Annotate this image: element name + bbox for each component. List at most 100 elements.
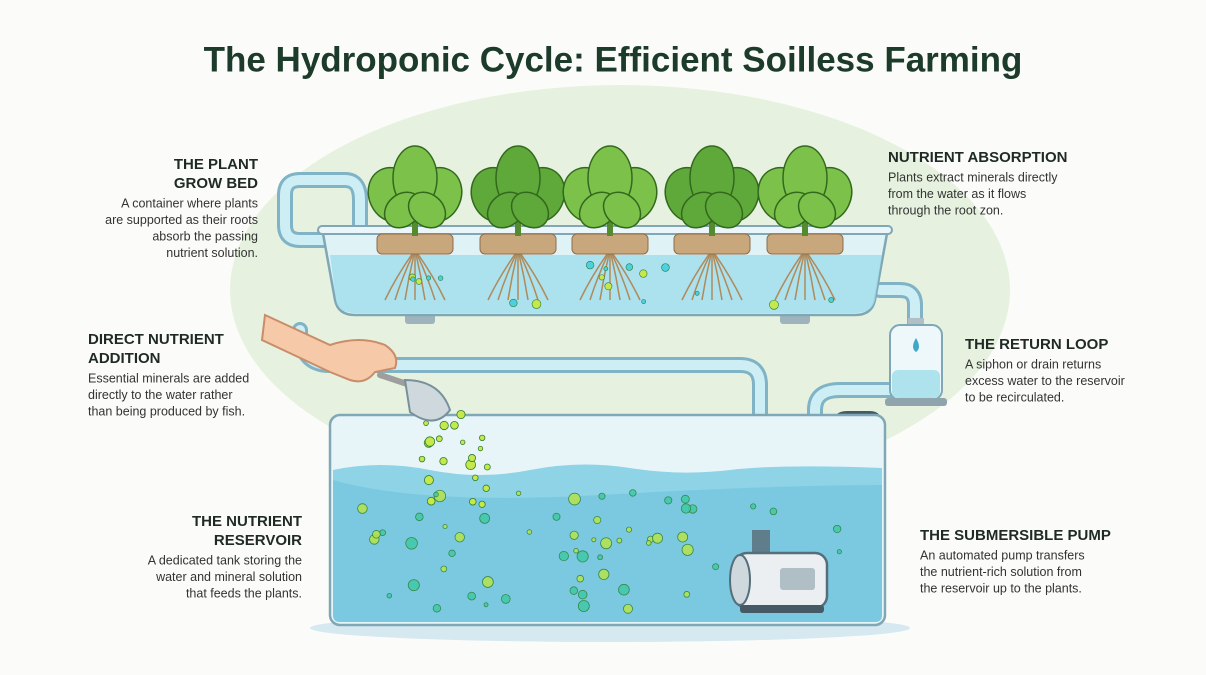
particle [406,537,418,549]
particle [684,591,690,597]
falling-particle [483,485,489,491]
section-body: Essential minerals are added [88,371,249,385]
section-body: nutrient solution. [166,246,258,260]
pot [674,234,750,254]
section-heading: THE SUBMERSIBLE PUMP [920,527,1111,544]
bed-particle [605,283,612,290]
bed-particle [769,300,778,309]
bed-particle [829,297,834,302]
falling-particle [440,458,447,465]
bed-particle [416,279,422,285]
particle [441,566,447,572]
section-body: absorb the passing [152,229,258,243]
bed-particle [599,275,604,280]
particle [501,595,510,604]
particle [559,551,568,560]
section-body: the nutrient-rich solution from [920,565,1082,579]
particle [577,551,588,562]
section-body: A container where plants [121,196,258,210]
section-heading: RESERVOIR [214,532,302,549]
particle [480,513,490,523]
falling-particle [469,498,476,505]
section-heading: THE RETURN LOOP [965,336,1108,353]
particle [619,584,630,595]
section-body: the reservoir up to the plants. [920,581,1082,595]
particle [443,524,447,528]
particle [569,493,581,505]
particle [599,493,605,499]
particle [570,531,578,539]
particle [380,530,386,536]
particle [630,490,637,497]
particle [833,525,841,533]
pot [767,234,843,254]
bed-particle [642,299,646,303]
particle [468,592,476,600]
bed-particle [586,261,594,269]
section-body: to be recirculated. [965,390,1064,404]
section-heading: GROW BED [174,175,258,192]
particle [578,590,587,599]
particle [553,513,560,520]
bed-particle [604,267,608,271]
bed-particle [626,264,633,271]
falling-particle [478,446,483,451]
particle [449,550,456,557]
particle [592,538,596,542]
section-body: that feeds the plants. [186,586,302,600]
section-body: from the water as it flows [888,187,1026,201]
particle [681,495,689,503]
section-body: water and mineral solution [155,570,302,584]
falling-particle [424,476,433,485]
title: The Hydroponic Cycle: Efficient Soilless… [204,40,1023,79]
particle [601,538,612,549]
falling-particle [479,501,485,507]
particle [599,569,609,579]
particle [482,577,493,588]
particle [837,550,841,554]
particle [770,508,777,515]
bed-particle [510,299,518,307]
section-body: excess water to the reservoir [965,374,1125,388]
particle [408,580,419,591]
particle [617,538,622,543]
particle [416,513,424,521]
return-bottle [885,318,947,406]
particle [434,492,439,497]
section-heading: ADDITION [88,350,161,367]
falling-particle [457,410,465,418]
section-body: than being produced by fish. [88,404,245,418]
bed-particle [662,264,670,272]
falling-particle [479,435,484,440]
bed-particle [438,276,443,281]
falling-particle [468,454,475,461]
section-body: Plants extract minerals directly [888,170,1058,184]
pot [377,234,453,254]
particle [578,601,589,612]
falling-particle [451,421,459,429]
section-body: A dedicated tank storing the [148,553,302,567]
section-heading: DIRECT NUTRIENT [88,331,224,348]
particle [623,604,632,613]
section-heading: THE PLANT [174,156,258,173]
particle [570,587,578,595]
page: The Hydroponic Cycle: Efficient Soilless… [0,0,1206,675]
falling-particle [484,464,490,470]
diagram: The Hydroponic Cycle: Efficient Soilless… [0,0,1206,675]
particle [455,532,464,541]
pot [480,234,556,254]
bed-particle [532,300,541,309]
particle [594,516,601,523]
falling-particle [460,440,465,445]
particle [681,504,690,513]
pot [572,234,648,254]
bed-particle [426,276,430,280]
section-body: An automated pump transfers [920,548,1085,562]
particle [577,575,584,582]
section-body: are supported as their roots [105,213,258,227]
particle [516,491,520,495]
bed-particle [695,291,699,295]
particle [598,555,603,560]
falling-particle [419,456,425,462]
bed-particle [411,277,415,281]
